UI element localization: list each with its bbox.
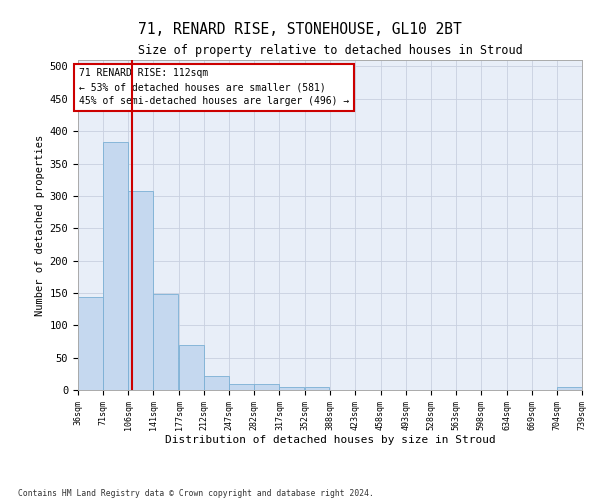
Bar <box>305 387 329 390</box>
Title: Size of property relative to detached houses in Stroud: Size of property relative to detached ho… <box>137 44 523 58</box>
Y-axis label: Number of detached properties: Number of detached properties <box>35 134 46 316</box>
Bar <box>103 142 128 390</box>
Text: Contains HM Land Registry data © Crown copyright and database right 2024.: Contains HM Land Registry data © Crown c… <box>18 488 374 498</box>
Bar <box>179 346 204 390</box>
Bar <box>128 192 153 390</box>
X-axis label: Distribution of detached houses by size in Stroud: Distribution of detached houses by size … <box>164 436 496 446</box>
Bar <box>153 294 178 390</box>
Bar <box>557 387 581 390</box>
Bar <box>78 298 103 390</box>
Text: 71 RENARD RISE: 112sqm
← 53% of detached houses are smaller (581)
45% of semi-de: 71 RENARD RISE: 112sqm ← 53% of detached… <box>79 68 349 106</box>
Bar <box>229 384 254 390</box>
Bar <box>254 384 279 390</box>
Text: 71, RENARD RISE, STONEHOUSE, GL10 2BT: 71, RENARD RISE, STONEHOUSE, GL10 2BT <box>138 22 462 38</box>
Bar <box>280 387 304 390</box>
Bar <box>204 376 229 390</box>
